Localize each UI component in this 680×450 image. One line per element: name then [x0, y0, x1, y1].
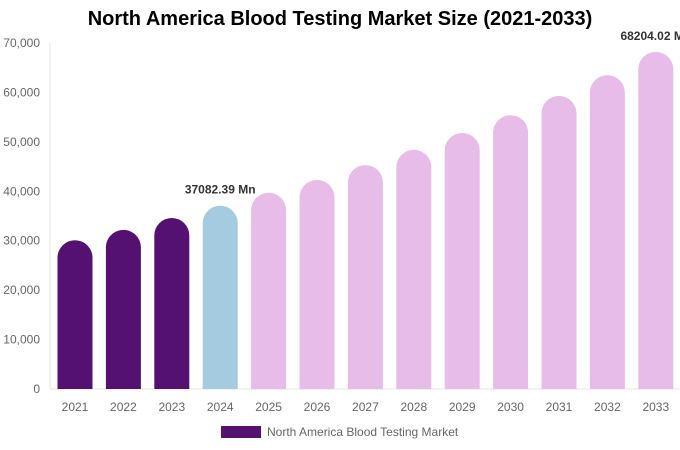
x-tick-label: 2021 — [62, 400, 89, 414]
legend: North America Blood Testing Market — [221, 425, 458, 439]
bar-2030 — [493, 115, 529, 389]
bar-2028 — [396, 149, 432, 389]
y-tick-label: 0 — [33, 382, 40, 396]
bar-2029 — [444, 132, 480, 389]
x-tick-label: 2024 — [207, 400, 234, 414]
chart-title: North America Blood Testing Market Size … — [87, 8, 593, 30]
legend-label: North America Blood Testing Market — [267, 425, 459, 439]
x-tick-label: 2032 — [594, 400, 621, 414]
bar-2025 — [251, 192, 287, 389]
x-tick-label: 2028 — [400, 400, 427, 414]
x-tick-label: 2025 — [255, 400, 282, 414]
x-tick-label: 2022 — [110, 400, 137, 414]
x-tick-label: 2023 — [158, 400, 185, 414]
y-tick-label: 40,000 — [3, 184, 40, 198]
y-tick-label: 10,000 — [3, 333, 40, 347]
bar-2022 — [105, 229, 141, 389]
x-tick-label: 2027 — [352, 400, 379, 414]
x-tick-label: 2029 — [449, 400, 476, 414]
bar-2023 — [154, 217, 190, 389]
x-tick-label: 2030 — [497, 400, 524, 414]
x-tick-label: 2031 — [546, 400, 573, 414]
legend-swatch — [221, 426, 261, 438]
y-tick-label: 70,000 — [3, 36, 40, 50]
bar-2021 — [57, 240, 93, 389]
data-label-2033: 68204.02 Mn — [620, 29, 680, 43]
y-tick-label: 20,000 — [3, 283, 40, 297]
bar-2026 — [299, 179, 335, 389]
bar-2027 — [347, 165, 383, 389]
bar-2031 — [541, 95, 577, 389]
x-tick-label: 2033 — [642, 400, 669, 414]
data-label-2024: 37082.39 Mn — [185, 183, 256, 197]
y-tick-label: 50,000 — [3, 135, 40, 149]
y-tick-label: 30,000 — [3, 234, 40, 248]
bar-2033 — [638, 51, 674, 390]
x-tick-label: 2026 — [304, 400, 331, 414]
bar-2032 — [589, 75, 625, 389]
y-tick-label: 60,000 — [3, 85, 40, 99]
bar-2024 — [202, 205, 238, 389]
